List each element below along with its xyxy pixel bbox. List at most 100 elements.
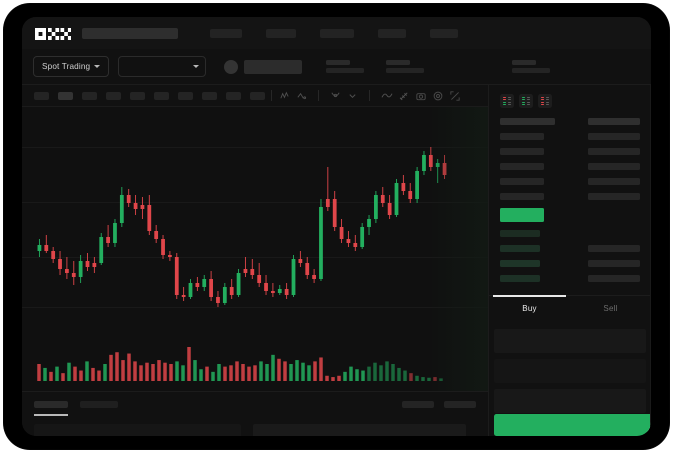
okx-logo-icon[interactable] [35,27,71,40]
timeframe-10[interactable] [250,91,265,100]
orderbook-row[interactable] [500,275,540,282]
orderbook-bids-icon[interactable] [519,94,533,108]
nav-item-trade[interactable] [210,28,242,38]
timeframe-5[interactable] [130,91,145,100]
timeframe-8[interactable] [202,91,217,100]
instrument-header: Spot Trading [22,49,651,85]
orderbook-row[interactable] [588,193,640,200]
stat-24h-volume [512,60,551,73]
top-nav-items [210,28,458,38]
buy-tab-underline [493,295,566,297]
last-price-value [244,59,303,74]
timeframe-3[interactable] [82,91,97,100]
tab-buy[interactable]: Buy [489,296,570,321]
indicator-icon[interactable] [329,89,342,102]
tab-sell-label: Sell [603,304,618,313]
chart-tool-icons [278,89,461,102]
orderbook-row[interactable] [500,260,540,267]
ruler-icon[interactable] [397,89,410,102]
camera-icon[interactable] [414,89,427,102]
price-chart-panel[interactable] [22,107,488,391]
tablet-device-frame: Spot Trading [4,4,669,449]
orderbook-row[interactable] [588,275,640,282]
coin-avatar [224,59,239,74]
ticker-stats [326,60,551,73]
orderbook-price-column [500,118,555,290]
order-price-input[interactable] [494,329,646,353]
orders-action-2[interactable] [444,401,476,408]
order-amount-input[interactable] [494,359,646,383]
order-form-fields [489,329,651,413]
orders-row-1[interactable] [34,424,241,436]
nav-item-more[interactable] [430,28,458,38]
orderbook-spacer [588,208,640,222]
order-total-input[interactable] [494,389,646,413]
orderbook-row[interactable] [500,178,544,185]
orderbook-row-header [588,118,640,125]
timeframe-9[interactable] [226,91,241,100]
chevron-down-icon[interactable] [346,89,359,102]
top-navigation-bar [22,17,651,49]
orderbook-row[interactable] [500,148,544,155]
orderbook-spacer [588,230,628,237]
orderbook-row[interactable] [588,245,640,252]
tab-order-history[interactable] [80,401,118,408]
orders-rows [34,424,466,436]
stat-24h-change [326,60,365,73]
orderbook-both-icon[interactable] [500,94,514,108]
orderbook-body[interactable] [489,118,651,293]
place-buy-order-button[interactable] [494,414,651,436]
panel-edge [650,85,651,436]
orderbook-row[interactable] [500,193,544,200]
settings-gear-icon[interactable] [431,89,444,102]
candlestick-series [37,147,447,307]
wave-chart-icon[interactable] [380,89,393,102]
app-screen: Spot Trading [22,17,651,436]
active-tab-underline [34,414,68,416]
timeframe-2[interactable] [58,91,73,100]
ticker-price-block [224,59,303,74]
timeframe-1[interactable] [34,91,49,100]
orders-panel [22,391,488,436]
tab-buy-label: Buy [522,304,537,313]
trading-mode-label: Spot Trading [42,62,91,71]
timeframe-4[interactable] [106,91,121,100]
tab-open-orders[interactable] [34,401,68,408]
orderbook-row[interactable] [588,260,640,267]
timeframe-7[interactable] [178,91,193,100]
toolbar-divider [271,90,272,101]
orderbook-row[interactable] [588,178,640,185]
chevron-down-icon [193,65,200,68]
orderbook-last-price-highlight[interactable] [500,208,544,222]
timeframe-6[interactable] [154,91,169,100]
orders-row-2[interactable] [253,424,466,436]
orderbook-amount-column [588,118,640,290]
buy-sell-tabs: Buy Sell [489,295,651,321]
orderbook-view-modes [489,85,651,108]
orderbook-row[interactable] [500,133,544,140]
chart-toolbar [22,85,651,107]
line-chart-icon[interactable] [295,89,308,102]
fullscreen-icon[interactable] [448,89,461,102]
orderbook-and-order-form: Buy Sell [488,85,651,436]
candlestick-chart-icon[interactable] [278,89,291,102]
orderbook-row-header [500,118,555,125]
orderbook-asks-icon[interactable] [538,94,552,108]
nav-item-earn[interactable] [378,28,406,38]
orderbook-row[interactable] [500,163,544,170]
orders-actions [402,401,476,408]
orderbook-row[interactable] [588,163,640,170]
toolbar-divider [318,90,319,101]
stat-24h-high [386,60,425,73]
tab-sell[interactable]: Sell [570,296,651,321]
orderbook-row[interactable] [500,245,540,252]
orderbook-row[interactable] [588,148,640,155]
trading-pair-selector[interactable] [118,56,207,77]
orderbook-row[interactable] [588,133,640,140]
orderbook-row[interactable] [500,230,540,237]
orders-action-1[interactable] [402,401,434,408]
global-search-input[interactable] [82,27,178,39]
nav-item-derivatives[interactable] [320,28,354,38]
nav-item-markets[interactable] [266,28,296,38]
trading-mode-selector[interactable]: Spot Trading [33,56,110,77]
